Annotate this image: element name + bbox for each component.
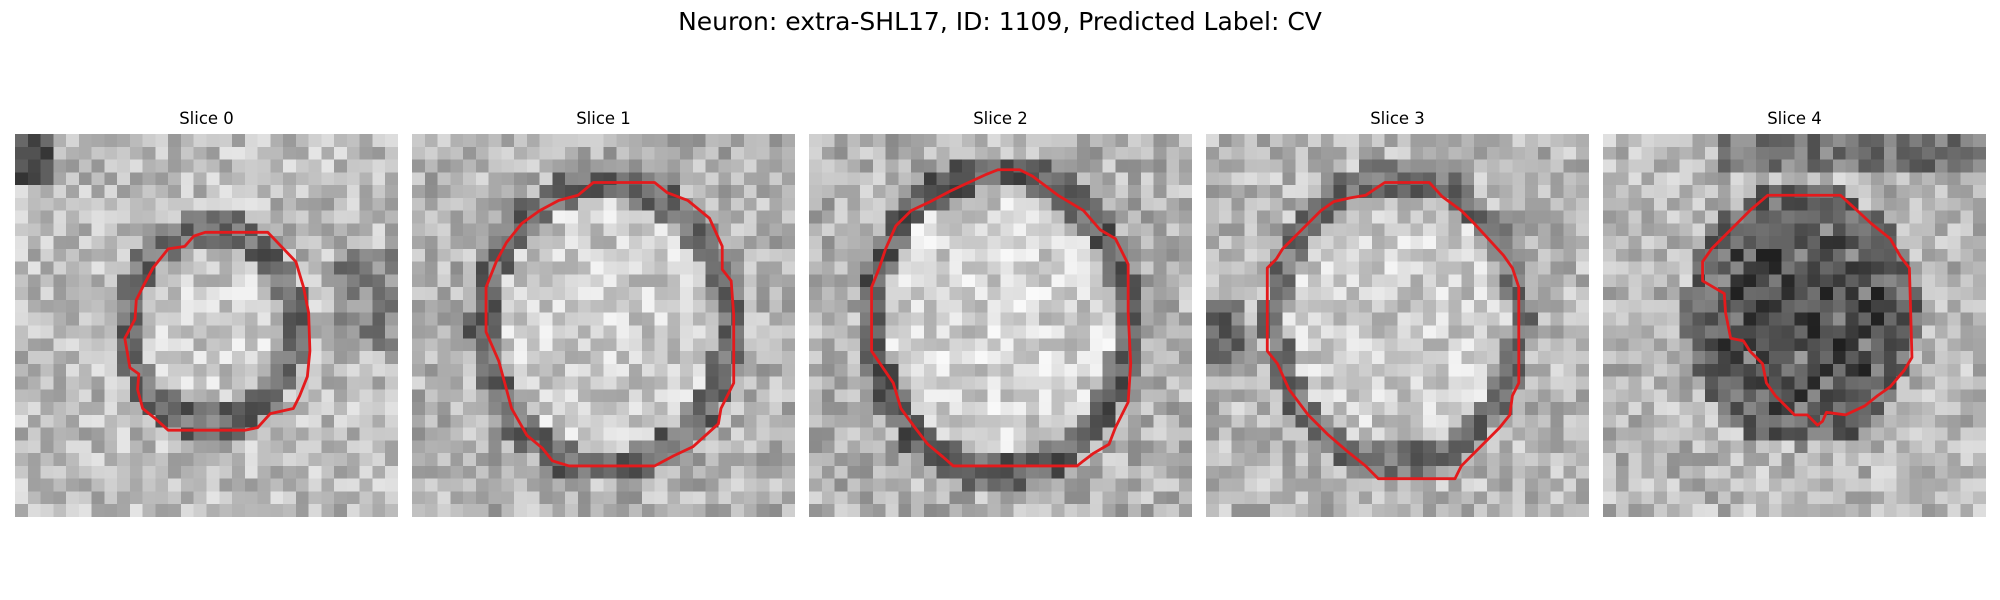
slice-title-2: Slice 2	[973, 109, 1028, 128]
figure-title: Neuron: extra-SHL17, ID: 1109, Predicted…	[678, 7, 1322, 36]
segmentation-outline-4	[1701, 193, 1914, 427]
slice-image-1	[412, 134, 795, 517]
slice-title-4: Slice 4	[1767, 109, 1822, 128]
segmentation-outline-0	[123, 230, 312, 432]
slice-panel-1: Slice 1	[412, 108, 795, 523]
slice-title-0: Slice 0	[179, 109, 234, 128]
slice-image-4	[1603, 134, 1986, 517]
slice-image-3	[1206, 134, 1589, 517]
slice-panel-4: Slice 4	[1603, 108, 1986, 523]
segmentation-outline-3	[1265, 181, 1521, 481]
slice-panel-2: Slice 2	[809, 108, 1192, 523]
slice-image-0	[15, 134, 398, 517]
segmentation-outline-1	[484, 181, 736, 468]
slice-title-1: Slice 1	[576, 109, 631, 128]
slice-title-3: Slice 3	[1370, 109, 1425, 128]
segmentation-outline-2	[870, 168, 1133, 468]
slice-image-2	[809, 134, 1192, 517]
slice-panel-3: Slice 3	[1206, 108, 1589, 523]
slice-panel-0: Slice 0	[15, 108, 398, 523]
